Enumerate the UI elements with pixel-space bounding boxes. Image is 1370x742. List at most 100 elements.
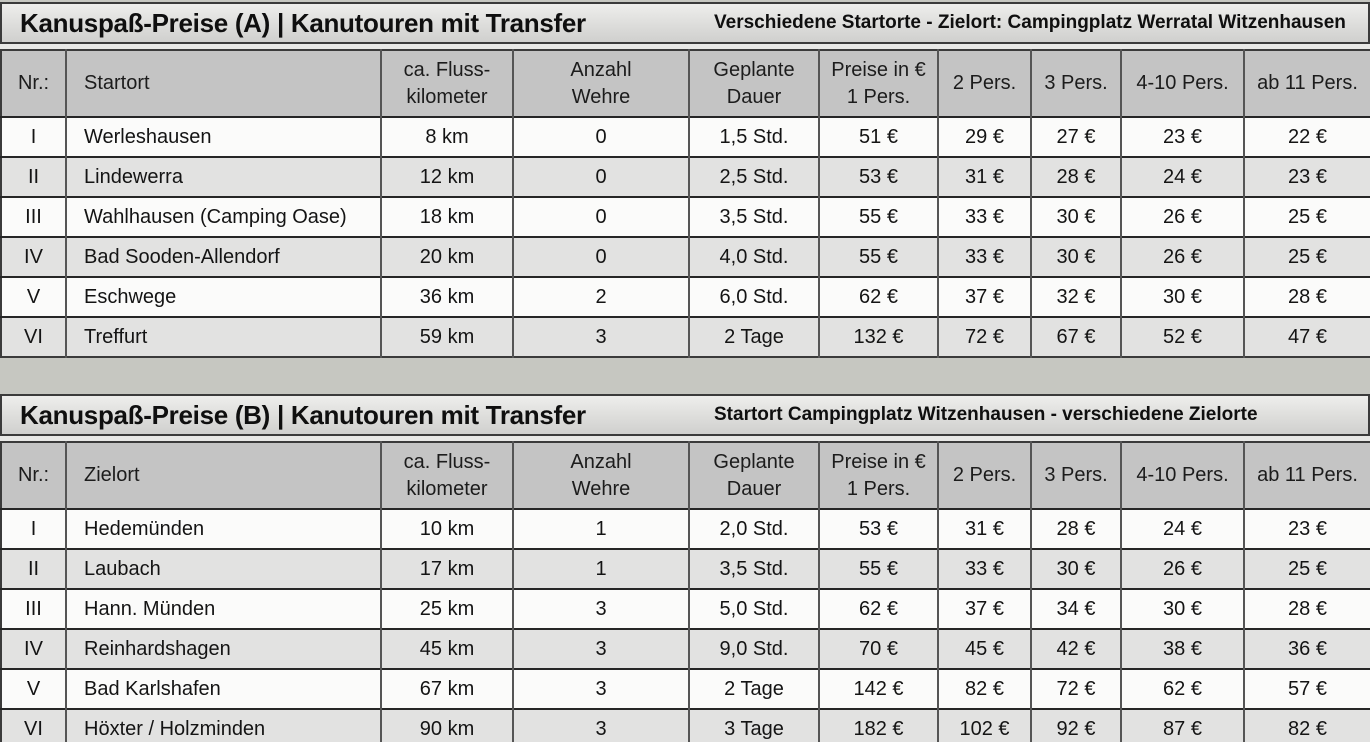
- table-row: IV Reinhardshagen 45 km 3 9,0 Std. 70 €45 €42…: [1, 629, 1370, 669]
- row-number-cell: I: [30, 125, 37, 148]
- value-cell: 142 €: [818, 669, 938, 709]
- row-number-cell: II: [27, 557, 40, 580]
- value-cell: 8 km: [380, 117, 513, 157]
- value-cell: 72 €: [937, 317, 1031, 357]
- table-header: Nr.: Startort ca. Fluss- kilometer Anzahl W…: [1, 50, 1370, 117]
- place-cell: Reinhardshagen: [65, 629, 381, 669]
- table-row: V Eschwege 36 km 2 6,0 Std. 62 €37 €32 €30 €2…: [1, 277, 1370, 317]
- table-title-bar: Kanuspaß-Preise (A) | Kanutouren mit Tra…: [0, 2, 1370, 44]
- value-cell: 32 €: [1030, 277, 1121, 317]
- column-header: Geplante Dauer: [688, 442, 819, 509]
- value-cell: 33 €: [937, 197, 1031, 237]
- column-header: Anzahl Wehre: [512, 50, 689, 117]
- column-header: ab 11 Pers.: [1243, 442, 1370, 509]
- value-cell: 36 km: [380, 277, 513, 317]
- value-cell: 18 km: [380, 197, 513, 237]
- value-cell: 28 €: [1243, 589, 1370, 629]
- row-number-cell: IV: [24, 245, 43, 268]
- price-table-section: Kanuspaß-Preise (B) | Kanutouren mit Tra…: [0, 394, 1370, 742]
- row-number-cell: II: [27, 165, 40, 188]
- value-cell: 9,0 Std.: [688, 629, 819, 669]
- value-cell: 25 €: [1243, 197, 1370, 237]
- value-cell: 3 Tage: [688, 709, 819, 742]
- value-cell: 67 €: [1030, 317, 1121, 357]
- value-cell: 34 €: [1030, 589, 1121, 629]
- column-header: Preise in € 1 Pers.: [818, 442, 938, 509]
- value-cell: 47 €: [1243, 317, 1370, 357]
- place-cell: Höxter / Holzminden: [65, 709, 381, 742]
- value-cell: 51 €: [818, 117, 938, 157]
- table-row: IV Bad Sooden-Allendorf 20 km 0 4,0 Std. 55 €…: [1, 237, 1370, 277]
- column-header: Startort: [65, 50, 381, 117]
- row-number-cell: V: [26, 677, 41, 700]
- value-cell: 55 €: [818, 237, 938, 277]
- place-cell: Wahlhausen (Camping Oase): [65, 197, 381, 237]
- value-cell: 24 €: [1120, 157, 1244, 197]
- column-header: Anzahl Wehre: [512, 442, 689, 509]
- column-header: 3 Pers.: [1030, 50, 1121, 117]
- value-cell: 3,5 Std.: [688, 197, 819, 237]
- place-cell: Bad Sooden-Allendorf: [65, 237, 381, 277]
- table-row: VI Höxter / Holzminden 90 km 3 3 Tage 182 €10…: [1, 709, 1370, 742]
- column-header: ca. Fluss- kilometer: [380, 442, 513, 509]
- table-subtitle: Verschiedene Startorte - Zielort: Campin…: [714, 12, 1346, 33]
- row-number-cell: III: [25, 597, 42, 620]
- value-cell: 87 €: [1120, 709, 1244, 742]
- value-cell: 102 €: [937, 709, 1031, 742]
- value-cell: 30 €: [1120, 277, 1244, 317]
- value-cell: 3: [512, 589, 689, 629]
- value-cell: 90 km: [380, 709, 513, 742]
- column-header: ab 11 Pers.: [1243, 50, 1370, 117]
- title-table-divider: [0, 44, 1370, 49]
- place-cell: Lindewerra: [65, 157, 381, 197]
- column-header: 3 Pers.: [1030, 442, 1121, 509]
- column-header: ca. Fluss- kilometer: [380, 50, 513, 117]
- place-cell: Eschwege: [65, 277, 381, 317]
- column-header: Nr.:: [1, 442, 66, 509]
- value-cell: 67 km: [380, 669, 513, 709]
- value-cell: 33 €: [937, 549, 1031, 589]
- place-cell: Hann. Münden: [65, 589, 381, 629]
- value-cell: 3,5 Std.: [688, 549, 819, 589]
- row-number-cell: III: [25, 205, 42, 228]
- value-cell: 31 €: [937, 509, 1031, 549]
- table-row: I Hedemünden 10 km 1 2,0 Std. 53 €31 €28 €24 …: [1, 509, 1370, 549]
- value-cell: 0: [512, 117, 689, 157]
- value-cell: 1: [512, 509, 689, 549]
- row-number-cell: V: [26, 285, 41, 308]
- value-cell: 30 €: [1120, 589, 1244, 629]
- price-grid: Nr.: Zielort ca. Fluss- kilometer Anzahl We…: [0, 441, 1370, 742]
- value-cell: 38 €: [1120, 629, 1244, 669]
- value-cell: 0: [512, 157, 689, 197]
- value-cell: 31 €: [937, 157, 1031, 197]
- row-number-cell: I: [30, 517, 37, 540]
- column-header: 4-10 Pers.: [1120, 50, 1244, 117]
- table-row: III Wahlhausen (Camping Oase) 18 km 0 3,5 St…: [1, 197, 1370, 237]
- value-cell: 132 €: [818, 317, 938, 357]
- table-row: II Lindewerra 12 km 0 2,5 Std. 53 €31 €28 €24…: [1, 157, 1370, 197]
- value-cell: 24 €: [1120, 509, 1244, 549]
- table-body: I Werleshausen 8 km 0 1,5 Std. 51 €29 €27 €23…: [1, 117, 1370, 357]
- value-cell: 37 €: [937, 277, 1031, 317]
- value-cell: 30 €: [1030, 549, 1121, 589]
- table-body: I Hedemünden 10 km 1 2,0 Std. 53 €31 €28 €24 …: [1, 509, 1370, 742]
- column-header: Geplante Dauer: [688, 50, 819, 117]
- value-cell: 33 €: [937, 237, 1031, 277]
- column-header: Preise in € 1 Pers.: [818, 50, 938, 117]
- table-title-bar: Kanuspaß-Preise (B) | Kanutouren mit Tra…: [0, 394, 1370, 436]
- value-cell: 29 €: [937, 117, 1031, 157]
- value-cell: 10 km: [380, 509, 513, 549]
- value-cell: 17 km: [380, 549, 513, 589]
- value-cell: 182 €: [818, 709, 938, 742]
- place-cell: Werleshausen: [65, 117, 381, 157]
- value-cell: 12 km: [380, 157, 513, 197]
- value-cell: 42 €: [1030, 629, 1121, 669]
- value-cell: 27 €: [1030, 117, 1121, 157]
- value-cell: 23 €: [1120, 117, 1244, 157]
- value-cell: 52 €: [1120, 317, 1244, 357]
- value-cell: 1,5 Std.: [688, 117, 819, 157]
- price-grid: Nr.: Startort ca. Fluss- kilometer Anzahl W…: [0, 49, 1370, 358]
- price-table-section: Kanuspaß-Preise (A) | Kanutouren mit Tra…: [0, 2, 1370, 358]
- value-cell: 0: [512, 197, 689, 237]
